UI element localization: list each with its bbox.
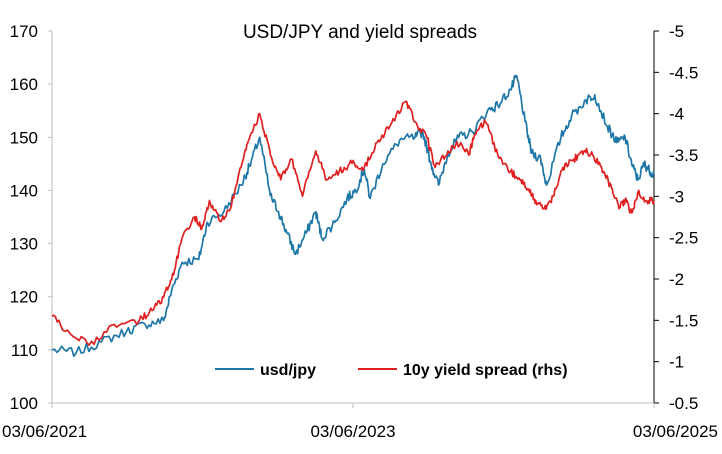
y-right-tick-label: -1 (669, 353, 684, 372)
y-left-tick-label: 140 (10, 181, 38, 200)
y-left-tick-label: 100 (10, 394, 38, 413)
legend: usd/jpy 10y yield spread (rhs) (215, 362, 568, 379)
y-left-tick-label: 110 (11, 341, 38, 360)
x-tick-label: 03/06/2021 (2, 422, 87, 441)
y-right-tick-label: -5 (669, 22, 684, 41)
y-left-tick-label: 130 (10, 235, 38, 254)
legend-label: 10y yield spread (rhs) (403, 362, 568, 379)
y-right-tick-label: -1.5 (669, 311, 698, 330)
y-left-tick-label: 150 (10, 128, 38, 147)
y-right-tick-label: -3 (669, 187, 684, 206)
y-right-tick-label: -4 (669, 105, 684, 124)
series-line-usd-jpy (51, 74, 655, 358)
y-left-tick-label: 160 (10, 75, 38, 94)
y-right-tick-label: -3.5 (669, 146, 698, 165)
y-left-tick-label: 170 (10, 22, 38, 41)
y-right-tick-label: -0.5 (669, 394, 698, 413)
chart-title: USD/JPY and yield spreads (243, 22, 477, 43)
x-tick-label: 03/06/2025 (633, 422, 718, 441)
y-right-tick-label: -4.5 (669, 63, 698, 82)
x-tick-label: 03/06/2023 (310, 422, 395, 441)
legend-label: usd/jpy (260, 362, 316, 379)
y-left-tick-label: 120 (10, 288, 38, 307)
y-right-tick-label: -2 (669, 270, 684, 289)
series-line-10y-yield-spread-rhs- (51, 100, 655, 346)
y-right-tick-label: -2.5 (669, 229, 698, 248)
